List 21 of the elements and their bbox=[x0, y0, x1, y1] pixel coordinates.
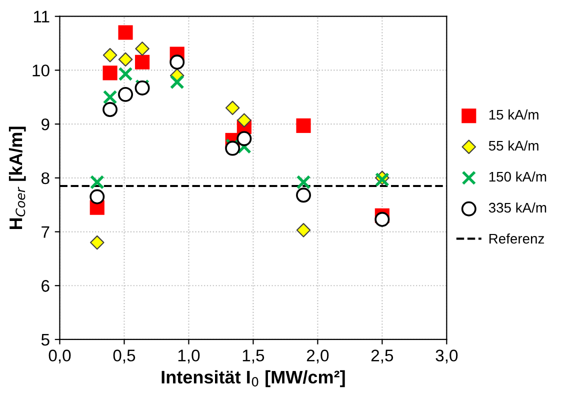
x-tick-label: 0,0 bbox=[48, 350, 71, 364]
x-tick-label: 1,0 bbox=[178, 350, 200, 364]
legend-label: 15 kA/m bbox=[489, 109, 538, 120]
x-tick-label: 0,5 bbox=[113, 350, 136, 364]
x-tick-label: 2,5 bbox=[371, 350, 394, 364]
y-tick-label: 11 bbox=[34, 10, 50, 22]
x-axis-title: Intensität I$_{0}$ [MW/cm²] bbox=[162, 370, 345, 388]
y-axis-title: H$_{Coer}$ [kA/m] bbox=[8, 126, 26, 229]
y-tick-label: 6 bbox=[42, 280, 50, 292]
y-tick-label: 10 bbox=[32, 64, 50, 76]
y-tick-label: 9 bbox=[42, 118, 50, 130]
legend-label: Referenz bbox=[489, 233, 544, 244]
y-tick-label: 7 bbox=[42, 226, 50, 238]
x-tick-label: 2,0 bbox=[306, 350, 329, 364]
y-tick-label: 5 bbox=[41, 334, 50, 346]
y-tick-label: 8 bbox=[41, 172, 50, 184]
legend-label: 55 kA/m bbox=[488, 140, 538, 151]
x-tick-label: 3,0 bbox=[436, 350, 458, 364]
x-tick-label: 1,5 bbox=[242, 350, 264, 364]
legend-label: 150 kA/m bbox=[489, 171, 546, 182]
legend-label: 335 kA/m bbox=[488, 202, 546, 213]
